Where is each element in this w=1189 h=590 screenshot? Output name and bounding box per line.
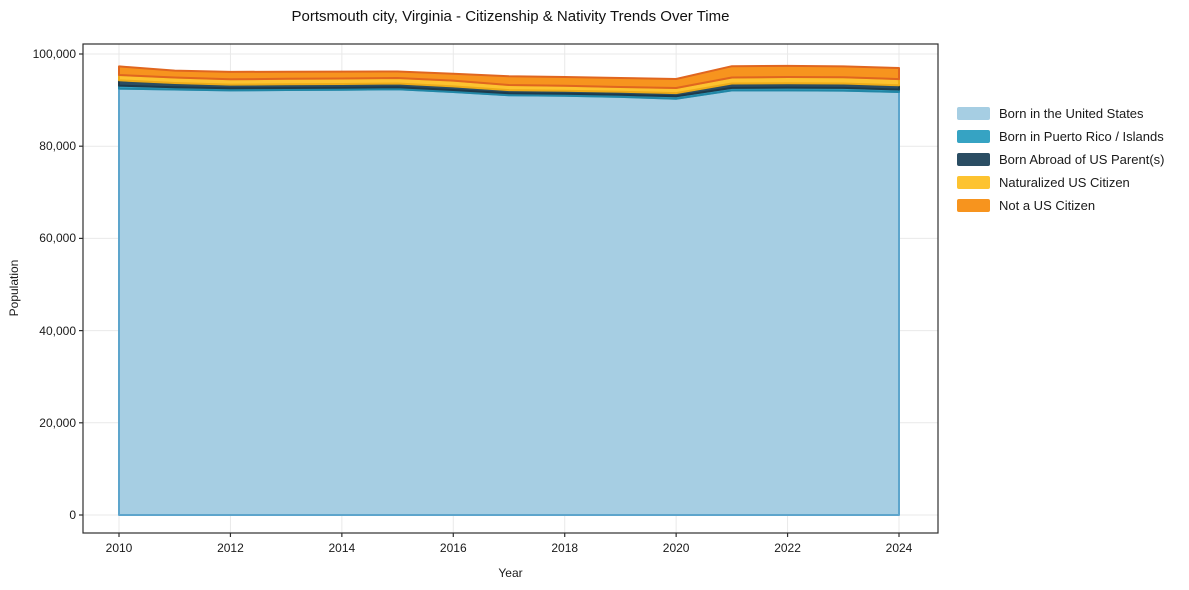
x-axis-label: Year bbox=[498, 566, 523, 580]
legend-swatch-icon bbox=[957, 176, 990, 189]
plot-border bbox=[82, 43, 939, 534]
legend-swatch-icon bbox=[957, 199, 990, 212]
x-tick-label: 2024 bbox=[885, 541, 913, 555]
legend-swatch-icon bbox=[957, 153, 990, 166]
chart-title: Portsmouth city, Virginia - Citizenship … bbox=[291, 8, 730, 25]
y-tick-label: 100,000 bbox=[32, 47, 76, 61]
legend-item-4: Not a US Citizen bbox=[957, 194, 1164, 217]
legend-item-1: Born in Puerto Rico / Islands bbox=[957, 125, 1164, 148]
legend-item-2: Born Abroad of US Parent(s) bbox=[957, 148, 1164, 171]
x-tick-label: 2018 bbox=[551, 541, 579, 555]
legend-label: Naturalized US Citizen bbox=[999, 175, 1130, 190]
legend: Born in the United States Born in Puerto … bbox=[957, 102, 1164, 217]
y-tick-label: 0 bbox=[69, 508, 76, 522]
y-tick-label: 40,000 bbox=[39, 323, 76, 338]
legend-swatch-icon bbox=[957, 107, 990, 120]
legend-label: Born Abroad of US Parent(s) bbox=[999, 152, 1165, 167]
legend-label: Born in the United States bbox=[999, 106, 1144, 121]
legend-label: Not a US Citizen bbox=[999, 198, 1096, 213]
x-tick-label: 2014 bbox=[328, 541, 356, 555]
legend-item-0: Born in the United States bbox=[957, 102, 1164, 125]
area-series-0 bbox=[118, 87, 900, 516]
legend-label: Born in Puerto Rico / Islands bbox=[999, 129, 1164, 144]
x-tick-label: 2016 bbox=[439, 541, 467, 555]
y-tick-label: 60,000 bbox=[39, 231, 76, 246]
x-tick-label: 2010 bbox=[105, 541, 133, 555]
x-tick-label: 2020 bbox=[662, 541, 690, 555]
y-tick-label: 80,000 bbox=[39, 139, 76, 154]
legend-item-3: Naturalized US Citizen bbox=[957, 171, 1164, 194]
x-tick-label: 2022 bbox=[774, 541, 801, 555]
x-tick-label: 2012 bbox=[217, 541, 244, 555]
y-axis-label: Population bbox=[7, 259, 21, 317]
legend-swatch-icon bbox=[957, 130, 990, 143]
y-tick-label: 20,000 bbox=[39, 415, 76, 430]
area-series-4 bbox=[118, 64, 900, 89]
